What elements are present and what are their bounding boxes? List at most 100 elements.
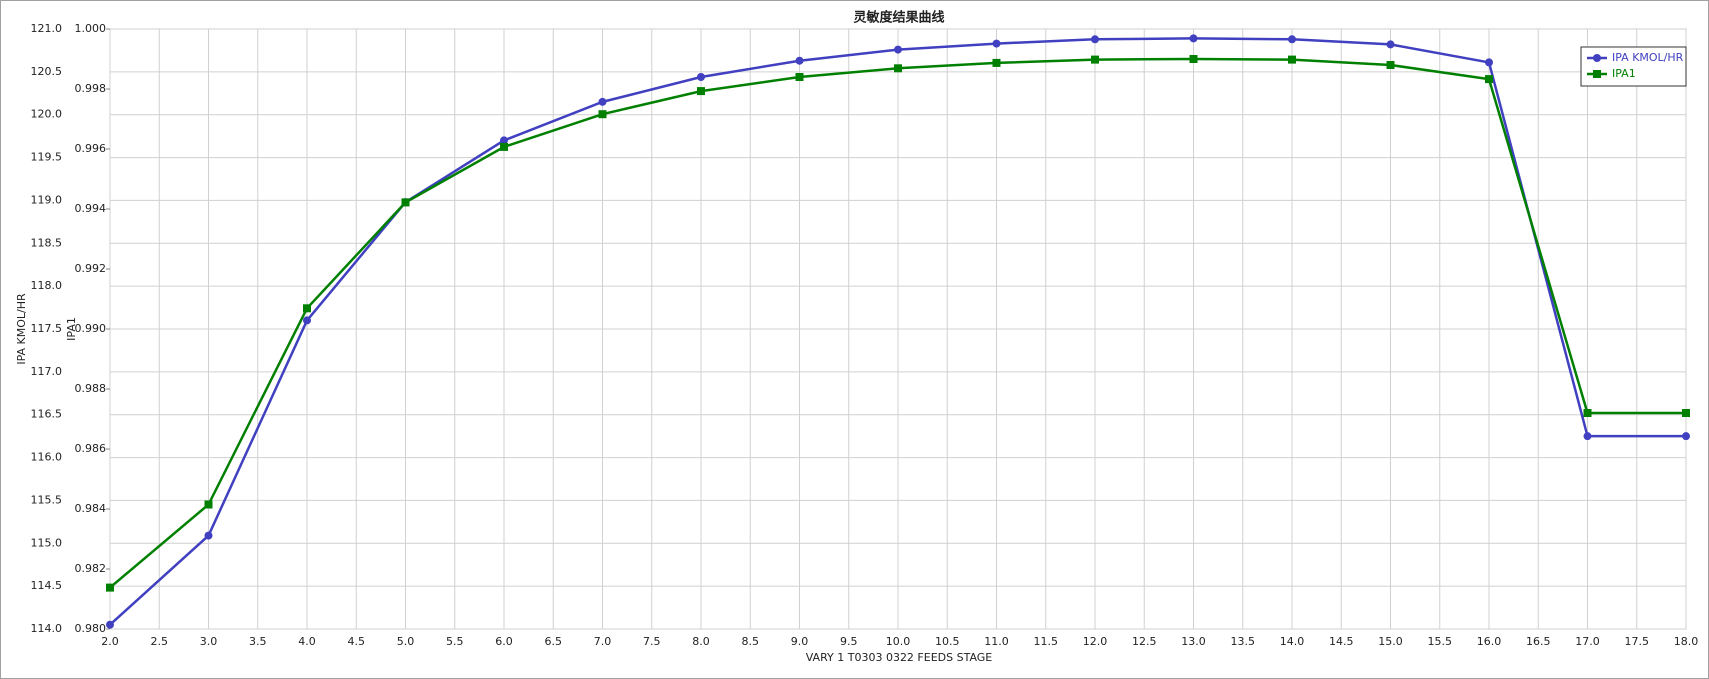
x-tick-label: 2.5 [151, 635, 169, 648]
marker [1583, 409, 1592, 417]
marker [204, 531, 213, 540]
x-tick-label: 17.0 [1575, 635, 1600, 648]
marker [697, 73, 705, 81]
y-tick-label: 118.0 [31, 279, 63, 292]
marker [1189, 34, 1198, 43]
y-tick-label: 120.0 [31, 108, 63, 121]
marker [1583, 432, 1592, 441]
y-tick-label: 116.5 [31, 408, 63, 421]
x-tick-label: 12.0 [1083, 635, 1108, 648]
legend-label: IPA1 [1612, 67, 1636, 80]
marker [795, 73, 804, 81]
y-tick-label: 120.5 [31, 65, 63, 78]
x-tick-label: 9.5 [840, 635, 858, 648]
marker [1386, 40, 1395, 49]
x-tick-label: 6.0 [495, 635, 513, 648]
x-tick-label: 10.0 [886, 635, 911, 648]
x-tick-label: 11.0 [984, 635, 1009, 648]
marker [894, 64, 902, 73]
y2-tick-label: 0.988 [75, 382, 107, 395]
x-tick-label: 3.5 [249, 635, 267, 648]
marker [1091, 35, 1099, 44]
y-tick-label: 117.5 [31, 322, 63, 335]
x-tick-label: 16.5 [1526, 635, 1551, 648]
legend-box [1580, 46, 1687, 87]
x-tick-label: 7.5 [643, 635, 661, 648]
marker [1485, 58, 1493, 67]
marker [204, 500, 213, 509]
x-tick-label: 10.5 [935, 635, 960, 648]
y-tick-label: 114.0 [31, 622, 63, 635]
x-tick-label: 4.5 [348, 635, 366, 648]
marker [401, 198, 410, 207]
legend-marker [1593, 54, 1601, 62]
marker [106, 583, 114, 592]
y2-tick-label: 0.980 [75, 622, 107, 635]
marker [598, 110, 607, 119]
x-tick-label: 9.0 [791, 635, 809, 648]
y-tick-label: 116.0 [31, 451, 63, 464]
marker [795, 56, 804, 65]
y2-tick-label: 0.996 [75, 142, 107, 155]
marker [894, 45, 902, 54]
x-tick-label: 5.5 [446, 635, 464, 648]
marker [598, 97, 607, 106]
x-tick-label: 17.5 [1625, 635, 1650, 648]
x-tick-label: 16.0 [1477, 635, 1502, 648]
x-tick-label: 18.0 [1674, 635, 1699, 648]
chart-title: 灵敏度结果曲线 [853, 10, 944, 26]
y2-tick-label: 0.982 [75, 562, 107, 575]
marker [500, 142, 508, 151]
y-tick-label: 115.0 [31, 536, 63, 549]
y-tick-label: 117.0 [31, 365, 63, 378]
marker [1091, 55, 1099, 64]
y2-tick-label: 0.984 [75, 502, 107, 515]
marker [106, 620, 114, 629]
y2-tick-label: 0.994 [75, 202, 107, 215]
x-tick-label: 13.0 [1181, 635, 1206, 648]
marker [1485, 75, 1493, 84]
x-tick-label: 3.0 [200, 635, 218, 648]
x-tick-label: 5.0 [397, 635, 415, 648]
marker [1682, 409, 1690, 417]
marker [697, 87, 705, 96]
marker [992, 39, 1001, 48]
x-tick-label: 15.0 [1378, 635, 1403, 648]
y2-tick-label: 0.992 [75, 262, 107, 275]
x-tick-label: 11.5 [1034, 635, 1059, 648]
x-tick-label: 7.0 [594, 635, 612, 648]
y2-tick-label: 1.000 [75, 22, 107, 35]
y-tick-label: 119.5 [31, 151, 63, 164]
x-axis-title: VARY 1 T0303 0322 FEEDS STAGE [806, 651, 993, 664]
marker [303, 316, 311, 325]
y-axis-title: IPA KMOL/HR [15, 293, 28, 365]
marker [1288, 35, 1296, 44]
marker [1189, 55, 1198, 63]
x-tick-label: 8.5 [742, 635, 760, 648]
x-tick-label: 6.5 [545, 635, 563, 648]
y2-tick-label: 0.986 [75, 442, 107, 455]
y-tick-label: 121.0 [31, 22, 63, 35]
y2-axis-title: IPA1 [65, 317, 78, 341]
marker [500, 136, 508, 145]
marker [1288, 55, 1296, 64]
x-tick-label: 12.5 [1132, 635, 1157, 648]
marker [992, 58, 1001, 67]
y2-tick-label: 0.998 [75, 82, 107, 95]
legend-label: IPA KMOL/HR [1612, 51, 1684, 64]
y-tick-label: 119.0 [31, 193, 63, 206]
y-tick-label: 118.5 [31, 236, 63, 249]
y-tick-label: 114.5 [31, 579, 63, 592]
x-tick-label: 15.5 [1428, 635, 1453, 648]
legend-marker [1593, 70, 1601, 78]
marker [1682, 432, 1690, 441]
x-tick-label: 14.5 [1329, 635, 1354, 648]
marker [303, 304, 311, 313]
x-tick-label: 14.0 [1280, 635, 1305, 648]
x-tick-label: 13.5 [1231, 635, 1256, 648]
x-tick-label: 2.0 [101, 635, 119, 648]
x-tick-label: 8.0 [692, 635, 710, 648]
x-tick-label: 4.0 [298, 635, 316, 648]
marker [1386, 61, 1395, 69]
